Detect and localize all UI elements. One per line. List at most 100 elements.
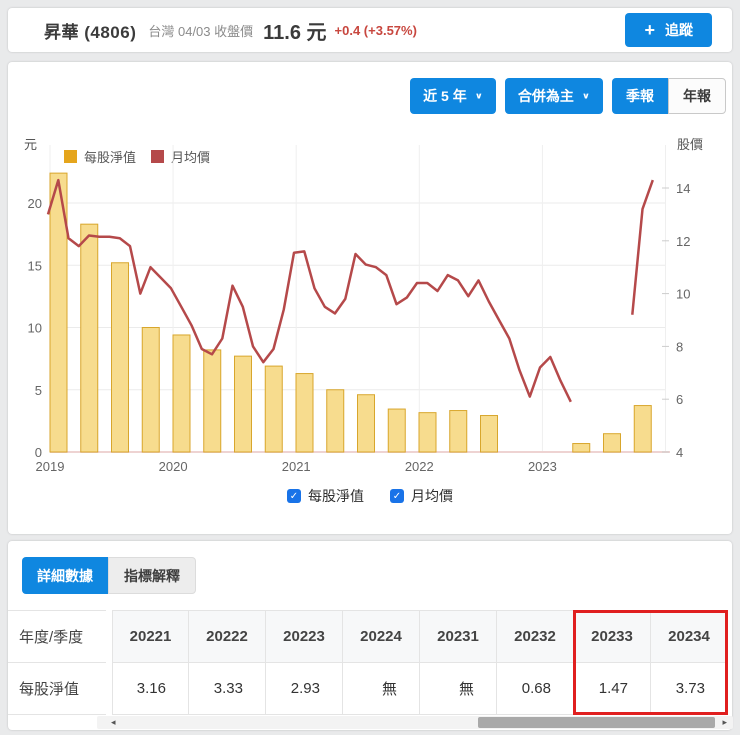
checkbox-label: 月均價	[411, 488, 453, 504]
horizontal-scrollbar[interactable]: ◂ ▸	[97, 716, 733, 729]
legend-label: 每股淨值	[84, 150, 137, 165]
price-checkbox[interactable]: ✓ 月均價	[390, 486, 453, 506]
legend-label: 月均價	[171, 150, 211, 165]
table-column-header: 20221	[112, 610, 189, 663]
left-axis-title: 元	[24, 137, 38, 152]
bvps-bar	[111, 262, 129, 453]
bvps-bar	[203, 349, 222, 453]
table-column-header: 20223	[266, 610, 343, 663]
right-axis-tick: 10	[676, 287, 690, 302]
tab-indicator-explanation[interactable]: 指標解釋	[108, 557, 196, 594]
left-axis-tick: 10	[28, 321, 42, 336]
range-dropdown-label: 近 5 年	[423, 88, 467, 104]
checkbox-label: 每股淨值	[308, 488, 364, 504]
table-value-cell: 0.68	[497, 663, 574, 715]
table-value-cell: 無	[343, 663, 420, 715]
chevron-down-icon: ∨	[474, 91, 483, 102]
chart-legend: 每股淨值 月均價	[64, 147, 210, 166]
x-axis-year-label: 2022	[405, 459, 434, 474]
bvps-price-chart: 0 5 10 15 20 4 6 8 10 12 14 2019 2020 2021 2022 2023	[28, 145, 690, 474]
left-axis-tick: 15	[28, 258, 42, 273]
right-axis-tick: 12	[676, 234, 690, 249]
chart-controls: 近 5 年 ∨ 合併為主 ∨ 季報 年報	[410, 78, 726, 114]
bvps-bar	[387, 408, 406, 453]
range-dropdown[interactable]: 近 5 年 ∨	[410, 78, 496, 114]
x-axis-year-label: 2021	[282, 459, 311, 474]
checked-checkbox-icon: ✓	[390, 489, 404, 503]
series-checkboxes: ✓ 每股淨值 ✓ 月均價	[8, 486, 732, 506]
table-value-row: 3.16 3.33 2.93 無無 0.68 1.47 3.73	[112, 663, 728, 715]
table-tabs: 詳細數據 指標解釋	[22, 557, 196, 594]
table-column-header: 20234	[651, 610, 728, 663]
left-axis-tick: 5	[35, 383, 42, 398]
scroll-left-arrow-icon[interactable]: ◂	[111, 717, 116, 727]
annual-report-button[interactable]: 年報	[668, 78, 726, 114]
stock-header-card: 昇華 (4806) 台灣 04/03 收盤價 11.6 元 +0.4 (+3.5…	[8, 8, 732, 52]
table-value-cell: 3.16	[112, 663, 189, 715]
table-column-header: 20232	[497, 610, 574, 663]
row-label-cell: 每股淨值	[8, 663, 106, 715]
table-value-cell: 3.33	[189, 663, 266, 715]
x-axis-year-label: 2019	[36, 459, 65, 474]
table-value-cell: 無	[420, 663, 497, 715]
scroll-right-arrow-icon[interactable]: ▸	[722, 717, 727, 727]
period-toggle: 季報 年報	[612, 78, 726, 114]
bvps-bar	[264, 365, 283, 453]
basis-dropdown-label: 合併為主	[517, 88, 574, 104]
bvps-bar	[234, 355, 252, 453]
quarterly-report-button[interactable]: 季報	[612, 78, 668, 114]
x-axis-year-label: 2023	[528, 459, 557, 474]
price-line	[46, 178, 572, 403]
right-axis-tick: 6	[676, 392, 683, 407]
data-table: 年度/季度 每股淨值 20221 20222 20223 20224 20231 2023…	[8, 610, 732, 716]
bvps-bar	[172, 334, 191, 453]
table-header-row: 20221 20222 20223 20224 20231 20232 20233 20234	[112, 610, 728, 663]
chart-card: 近 5 年 ∨ 合併為主 ∨ 季報 年報 元 股價 每股淨值 月均價 0 5 10 1…	[8, 62, 732, 534]
red-swatch-icon	[151, 150, 165, 163]
follow-button-label: 追蹤	[665, 22, 693, 38]
bvps-bar	[480, 415, 498, 453]
scrollbar-thumb[interactable]	[478, 717, 715, 728]
price-context: 台灣 04/03 收盤價	[148, 23, 254, 39]
plus-icon: +	[644, 19, 655, 40]
close-price: 11.6 元	[263, 21, 327, 44]
right-axis-tick: 14	[676, 181, 690, 196]
chevron-down-icon: ∨	[581, 91, 590, 102]
bvps-checkbox[interactable]: ✓ 每股淨值	[287, 486, 364, 506]
basis-dropdown[interactable]: 合併為主 ∨	[504, 78, 603, 114]
corner-header-cell: 年度/季度	[8, 610, 106, 663]
left-axis-tick: 20	[28, 196, 42, 211]
legend-item-price: 月均價	[151, 147, 210, 166]
right-axis-tick: 4	[676, 445, 683, 460]
table-value-cell: 2.93	[266, 663, 343, 715]
price-line	[631, 179, 654, 315]
bvps-bar	[80, 223, 99, 453]
follow-button[interactable]: + 追蹤	[625, 13, 712, 47]
table-column-header: 20231	[420, 610, 497, 663]
left-axis-tick: 0	[35, 445, 42, 460]
x-axis-year-label: 2020	[159, 459, 188, 474]
right-axis-title: 股價	[676, 137, 703, 152]
tab-detailed-data[interactable]: 詳細數據	[22, 557, 108, 594]
bvps-bar	[141, 327, 160, 453]
stock-name: 昇華 (4806)	[44, 22, 137, 42]
table-scroll-area: 20221 20222 20223 20224 20231 20232 20233 20234…	[112, 610, 728, 715]
table-value-cell: 3.73	[651, 663, 728, 715]
table-column-header: 20233	[574, 610, 651, 663]
bvps-bar	[572, 443, 591, 453]
table-column-header: 20222	[189, 610, 266, 663]
table-column-header: 20224	[343, 610, 420, 663]
legend-item-bvps: 每股淨值	[64, 147, 136, 166]
bvps-bar	[326, 389, 345, 453]
price-change: +0.4 (+3.57%)	[334, 22, 417, 38]
bvps-bar	[603, 433, 621, 453]
table-value-cell: 1.47	[574, 663, 651, 715]
bvps-bar	[49, 172, 68, 453]
data-table-card: 詳細數據 指標解釋 年度/季度 每股淨值 20221 20222 20223 2022…	[8, 541, 733, 730]
bvps-bar	[418, 412, 437, 453]
bvps-bar	[633, 405, 652, 453]
checked-checkbox-icon: ✓	[287, 489, 301, 503]
bvps-bar	[449, 410, 468, 453]
bvps-bar	[357, 394, 375, 453]
gold-swatch-icon	[64, 150, 77, 163]
